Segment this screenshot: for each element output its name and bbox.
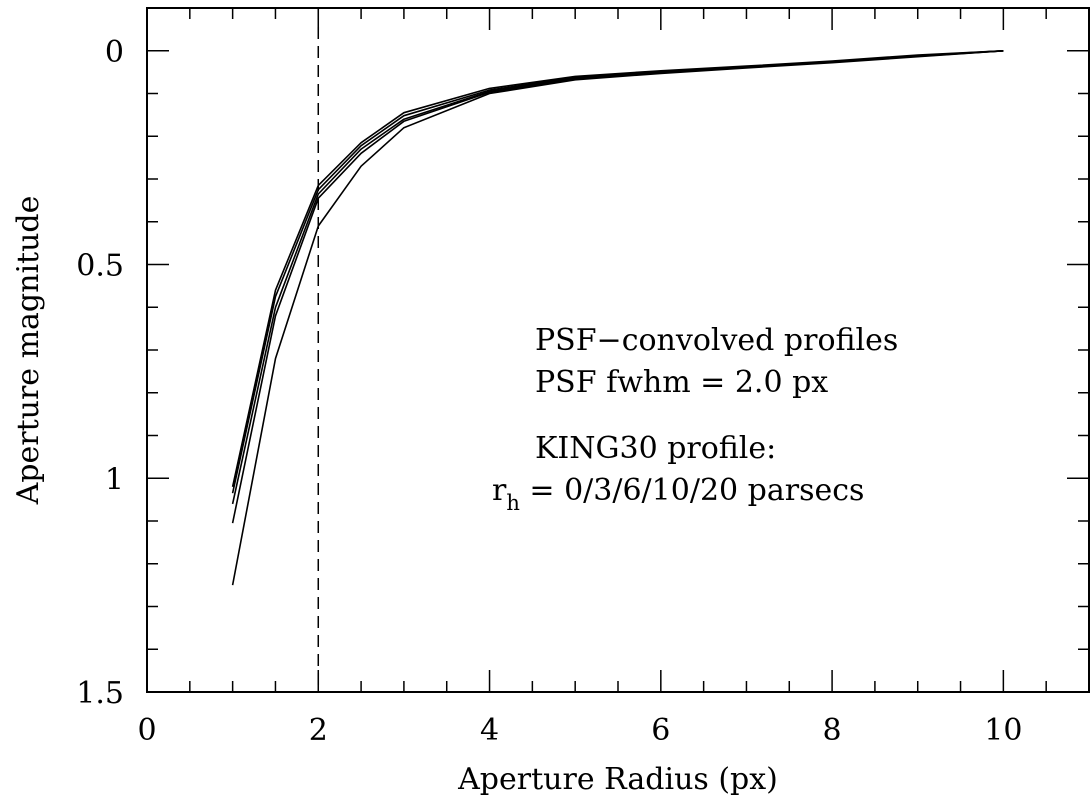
- series-line-1: [231, 50, 1004, 487]
- series-group: [231, 50, 1004, 586]
- y-axis-title: Aperture magnitude: [11, 196, 46, 506]
- axis-ticks: [146, 8, 1090, 693]
- annotation-psf-fwhm: PSF fwhm = 2.0 px: [535, 365, 828, 400]
- y-tick-label: 0: [105, 35, 124, 70]
- x-tick-label: 0: [137, 713, 156, 748]
- series-line-2: [231, 50, 1004, 494]
- annotation-radii-values: = 0/3/6/10/20 parsecs: [520, 473, 865, 508]
- x-tick-label: 10: [984, 713, 1022, 748]
- annotation-psf-profiles: PSF−convolved profiles: [535, 323, 898, 358]
- annotation-king-profile: KING30 profile:: [535, 431, 776, 466]
- x-tick-label: 4: [480, 713, 499, 748]
- annotation-subscript-h: h: [506, 491, 520, 515]
- x-tick-label: 8: [823, 713, 842, 748]
- y-tick-label: 0.5: [76, 249, 124, 284]
- axis-tick-labels: 0 2 4 6 8 10 0 0.5 1 1.5: [76, 35, 1022, 748]
- x-axis-title: Aperture Radius (px): [457, 762, 778, 797]
- annotation-half-light-radii: rh = 0/3/6/10/20 parsecs: [492, 473, 864, 515]
- y-tick-label: 1.5: [76, 676, 124, 711]
- y-tick-label: 1: [105, 462, 124, 497]
- annotation-r-symbol: r: [492, 473, 507, 508]
- x-tick-label: 2: [309, 713, 328, 748]
- series-line-5: [231, 50, 1004, 586]
- x-tick-label: 6: [651, 713, 670, 748]
